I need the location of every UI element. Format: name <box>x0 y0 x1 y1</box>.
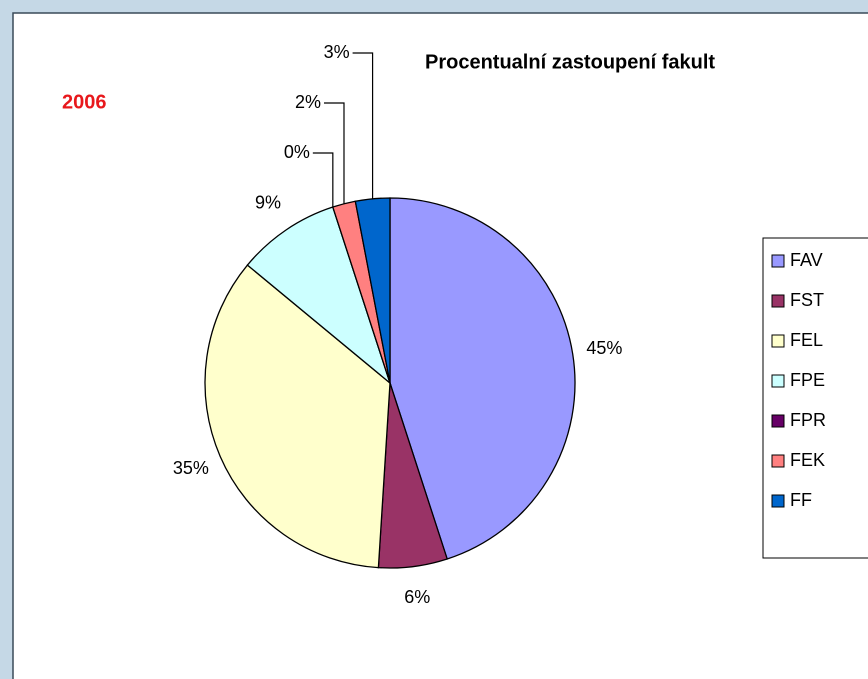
pie-slice <box>246 206 392 385</box>
legend-swatch <box>771 414 785 428</box>
legend-swatch <box>771 374 785 388</box>
legend-swatch <box>771 334 785 348</box>
pie-slice <box>389 197 576 560</box>
legend-label: FF <box>790 490 812 510</box>
data-label: 35% <box>173 458 209 478</box>
legend-label: FEK <box>790 450 825 470</box>
legend-swatch <box>771 494 785 508</box>
pie-slice <box>354 197 391 384</box>
legend-label: FPE <box>790 370 825 390</box>
data-label: 0% <box>284 142 310 162</box>
data-label: 9% <box>255 192 281 212</box>
chart-subtitle: 2006 <box>62 91 107 113</box>
pie-slice <box>204 264 391 569</box>
legend-box <box>762 237 868 559</box>
legend-label: FEL <box>790 330 823 350</box>
legend-label: FST <box>790 290 824 310</box>
data-label: 45% <box>586 338 622 358</box>
legend-swatch <box>771 254 785 268</box>
legend-swatch <box>771 454 785 468</box>
chart-title: Procentualní zastoupení fakult <box>425 51 715 73</box>
legend-label: FPR <box>790 410 826 430</box>
leader-line <box>323 102 345 204</box>
data-label: 2% <box>295 92 321 112</box>
legend-label: FAV <box>790 250 823 270</box>
data-label: 3% <box>324 42 350 62</box>
leader-line <box>352 52 374 199</box>
legend-swatch <box>771 294 785 308</box>
leader-line <box>312 152 334 208</box>
data-label: 6% <box>404 587 430 607</box>
